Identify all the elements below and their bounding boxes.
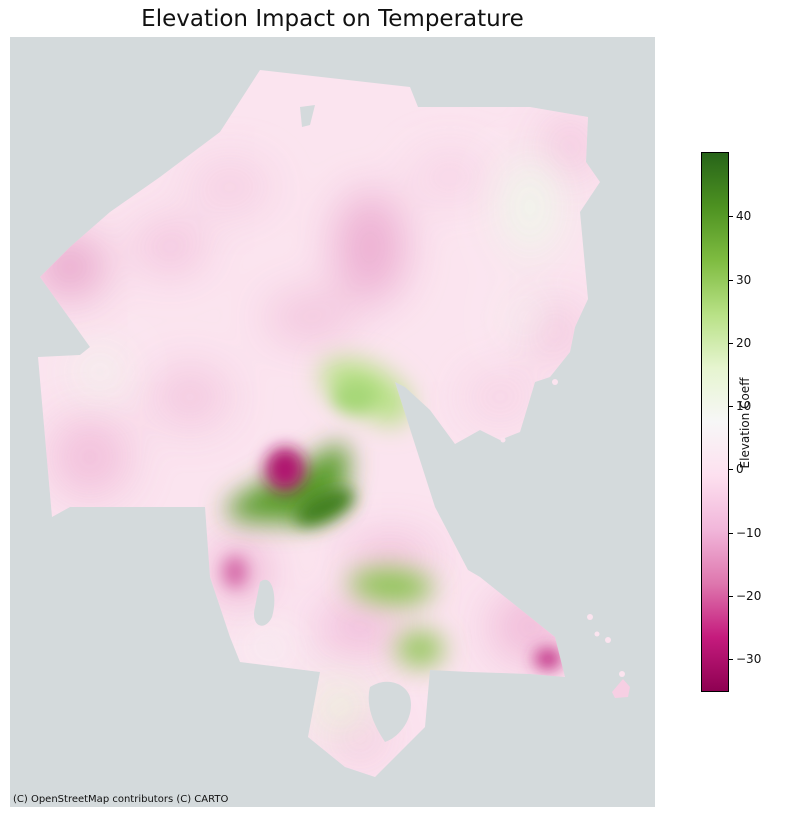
colorbar-tick-label: 10 [736, 399, 752, 414]
colorbar-tick-label: 0 [736, 462, 744, 477]
colorbar-tick-mark [728, 279, 733, 281]
colorbar-tick-mark [728, 469, 733, 471]
colorbar-label: Elevation Coeff [738, 377, 752, 469]
map-title: Elevation Impact on Temperature [141, 6, 524, 32]
map-area[interactable]: (C) OpenStreetMap contributors (C) CARTO [10, 37, 655, 807]
colorbar-tick-label: 40 [736, 209, 752, 224]
map-attribution: (C) OpenStreetMap contributors (C) CARTO [13, 794, 229, 805]
colorbar-tick-mark [728, 532, 733, 534]
colorbar-gradient [701, 152, 729, 692]
colorbar-tick-mark [728, 406, 733, 408]
colorbar-tick-label: 30 [736, 272, 752, 287]
colorbar-tick-label: −20 [736, 589, 762, 604]
colorbar-tick-mark [728, 659, 733, 661]
colorbar-tick-label: −30 [736, 652, 762, 667]
region-map [38, 70, 630, 777]
colorbar-tick-mark [728, 216, 733, 218]
colorbar-tick-label: 20 [736, 335, 752, 350]
colorbar-tick-label: −10 [736, 525, 762, 540]
colorbar-tick-mark [728, 342, 733, 344]
colorbar-tick-mark [728, 596, 733, 598]
colorbar: 40 30 20 10 0 −10 −20 −30 [701, 152, 761, 692]
